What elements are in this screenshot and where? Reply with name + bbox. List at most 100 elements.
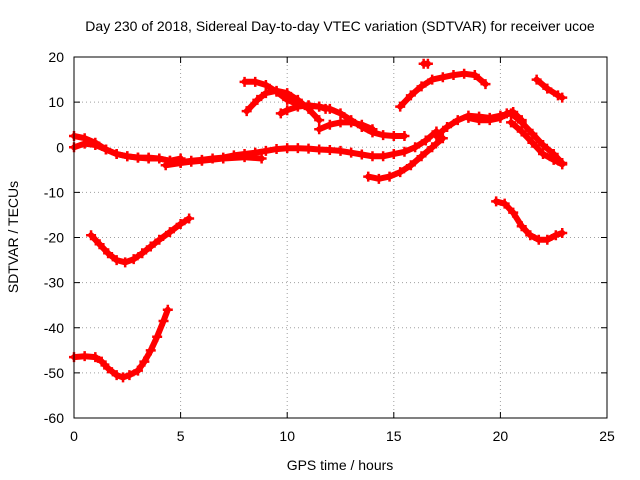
data-point: [132, 365, 143, 376]
y-tick-label: 10: [48, 94, 64, 110]
data-point: [79, 351, 90, 362]
data-point: [399, 146, 410, 157]
data-point: [531, 74, 542, 85]
data-point: [495, 112, 506, 123]
data-point: [346, 117, 357, 128]
series-s9: [314, 117, 378, 135]
y-tick-label: 0: [56, 139, 64, 155]
data-point: [196, 155, 207, 166]
data-point: [469, 70, 480, 81]
series-s10: [363, 133, 448, 184]
data-point: [538, 139, 549, 150]
data-point: [416, 81, 427, 92]
data-point: [94, 239, 105, 250]
data-point: [154, 234, 165, 245]
data-point: [373, 173, 384, 184]
data-point: [260, 88, 271, 99]
data-point: [363, 171, 374, 182]
data-point: [557, 227, 568, 238]
data-point: [384, 171, 395, 182]
data-point: [122, 151, 133, 162]
data-point: [516, 221, 527, 232]
data-point: [508, 107, 519, 118]
data-point: [271, 85, 282, 96]
data-point: [164, 227, 175, 238]
series-s4: [86, 213, 195, 268]
data-point: [452, 115, 463, 126]
data-point: [442, 121, 453, 132]
y-tick-label: 20: [48, 49, 64, 65]
y-tick-label: -40: [44, 320, 64, 336]
data-point: [160, 160, 171, 171]
x-tick-label: 5: [177, 428, 185, 444]
data-point: [111, 149, 122, 160]
data-point: [103, 363, 114, 374]
data-point: [416, 151, 427, 162]
data-point: [139, 356, 150, 367]
x-axis-label: GPS time / hours: [287, 457, 394, 473]
data-point: [378, 130, 389, 141]
series-trace: [88, 215, 193, 266]
data-point: [271, 144, 282, 155]
data-point: [314, 144, 325, 155]
data-point: [111, 370, 122, 381]
data-point: [499, 198, 510, 209]
data-point: [118, 372, 129, 383]
data-point: [542, 83, 553, 94]
data-point: [154, 153, 165, 164]
data-point: [459, 68, 470, 79]
data-point: [525, 230, 536, 241]
data-point: [527, 128, 538, 139]
data-point: [111, 255, 122, 266]
data-point: [324, 119, 335, 130]
data-point: [256, 153, 267, 164]
data-point: [239, 152, 250, 163]
data-point: [324, 144, 335, 155]
data-point: [431, 130, 442, 141]
x-tick-label: 0: [70, 428, 78, 444]
data-point: [184, 213, 195, 224]
data-point: [557, 92, 568, 103]
data-point: [292, 143, 303, 154]
data-point: [282, 143, 293, 154]
data-point: [303, 143, 314, 154]
data-point: [480, 79, 491, 90]
data-point: [260, 145, 271, 156]
data-point: [132, 152, 143, 163]
data-point: [145, 241, 156, 252]
data-point: [516, 126, 527, 137]
series-s14: [463, 107, 527, 126]
data-point: [388, 130, 399, 141]
data-point: [422, 58, 433, 69]
data-point: [96, 356, 107, 367]
data-point: [79, 138, 90, 149]
series-trace: [71, 306, 171, 381]
data-point: [250, 76, 261, 87]
y-tick-label: -60: [44, 410, 64, 426]
data-point: [437, 72, 448, 83]
data-point: [427, 142, 438, 153]
data-point: [314, 115, 325, 126]
data-point: [335, 145, 346, 156]
series-s2: [69, 138, 186, 166]
data-point: [103, 248, 114, 259]
data-point: [241, 106, 252, 117]
data-point: [292, 101, 303, 112]
y-axis-label: SDTVAR / TECUs: [5, 181, 21, 293]
data-point: [120, 257, 131, 268]
data-point: [137, 248, 148, 259]
data-point: [388, 149, 399, 160]
data-point: [356, 119, 367, 130]
data-point: [320, 103, 331, 114]
data-point: [186, 156, 197, 167]
data-point: [367, 151, 378, 162]
data-point: [175, 218, 186, 229]
x-tick-label: 10: [279, 428, 295, 444]
data-point: [86, 230, 97, 241]
data-point: [124, 370, 135, 381]
data-point: [484, 115, 495, 126]
data-point: [175, 158, 186, 169]
data-point: [367, 124, 378, 135]
data-point: [474, 115, 485, 126]
